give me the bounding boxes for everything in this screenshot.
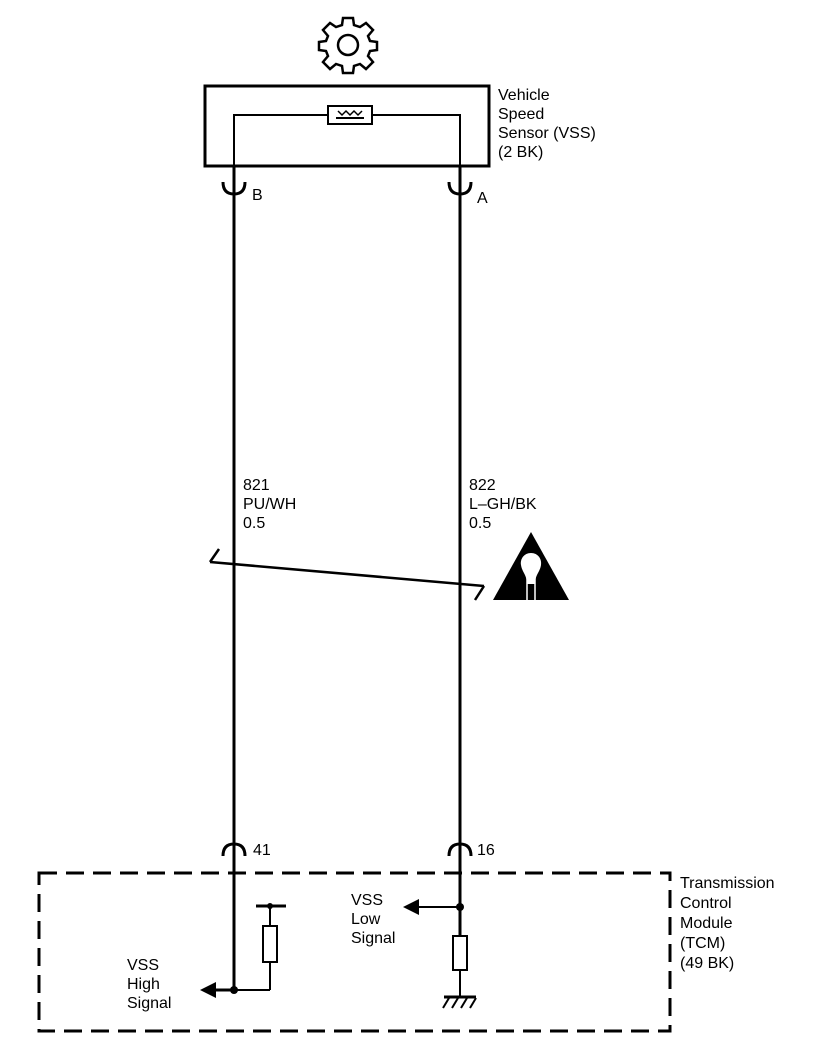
wire-821-circuit: 821 (243, 477, 270, 494)
wire-821-gauge: 0.5 (243, 515, 265, 532)
vss-low-circuit (403, 872, 468, 996)
pin-b-label: B (252, 187, 263, 204)
vss-low-signal-label: VSS Low Signal (351, 892, 395, 947)
vss-high-line: Signal (127, 995, 171, 1012)
module-name-line: Control (680, 895, 732, 912)
tcm-module-box (37, 871, 672, 1033)
pin-41-label: 41 (253, 842, 271, 859)
twisted-pair-caution-icon (493, 532, 569, 600)
vss-high-line: VSS (127, 957, 159, 974)
vss-high-signal-label: VSS High Signal (127, 957, 171, 1012)
vss-low-line: Low (351, 911, 381, 928)
wire-822-circuit: 822 (469, 477, 496, 494)
connector-cup-41 (221, 842, 247, 857)
vss-high-line: High (127, 976, 160, 993)
ground-icon (442, 995, 477, 1009)
connector-cup-16 (447, 842, 473, 857)
wire-821-color: PU/WH (243, 496, 296, 513)
pin-a-label: A (477, 190, 488, 207)
sensor-element-icon (327, 105, 373, 125)
sensor-internal-wire-right (372, 114, 461, 168)
wire-821-label: 821 PU/WH 0.5 (243, 477, 301, 532)
module-name-line: Module (680, 915, 733, 932)
sensor-name-line: Vehicle (498, 87, 550, 104)
sensor-internal-wire-left (233, 114, 328, 168)
module-name-line: (TCM) (680, 935, 725, 952)
sensor-name-line: Speed (498, 106, 544, 123)
module-name: Transmission Control Module (TCM) (49 BK… (680, 875, 779, 972)
wire-822-gauge: 0.5 (469, 515, 491, 532)
module-name-line: (49 BK) (680, 955, 734, 972)
gear-icon (317, 16, 379, 75)
vss-low-line: VSS (351, 892, 383, 909)
vss-high-circuit (200, 872, 286, 998)
sensor-name-line: (2 BK) (498, 144, 543, 161)
sensor-name: Vehicle Speed Sensor (VSS) (2 BK) (498, 87, 600, 161)
vss-sensor-box (203, 84, 491, 168)
wire-822-label: 822 L–GH/BK 0.5 (469, 477, 541, 532)
wire-822-color: L–GH/BK (469, 496, 537, 513)
pin-16-label: 16 (477, 842, 495, 859)
module-name-line: Transmission (680, 875, 775, 892)
vss-low-line: Signal (351, 930, 395, 947)
sensor-name-line: Sensor (VSS) (498, 125, 596, 142)
twisted-pair-line (208, 548, 486, 601)
